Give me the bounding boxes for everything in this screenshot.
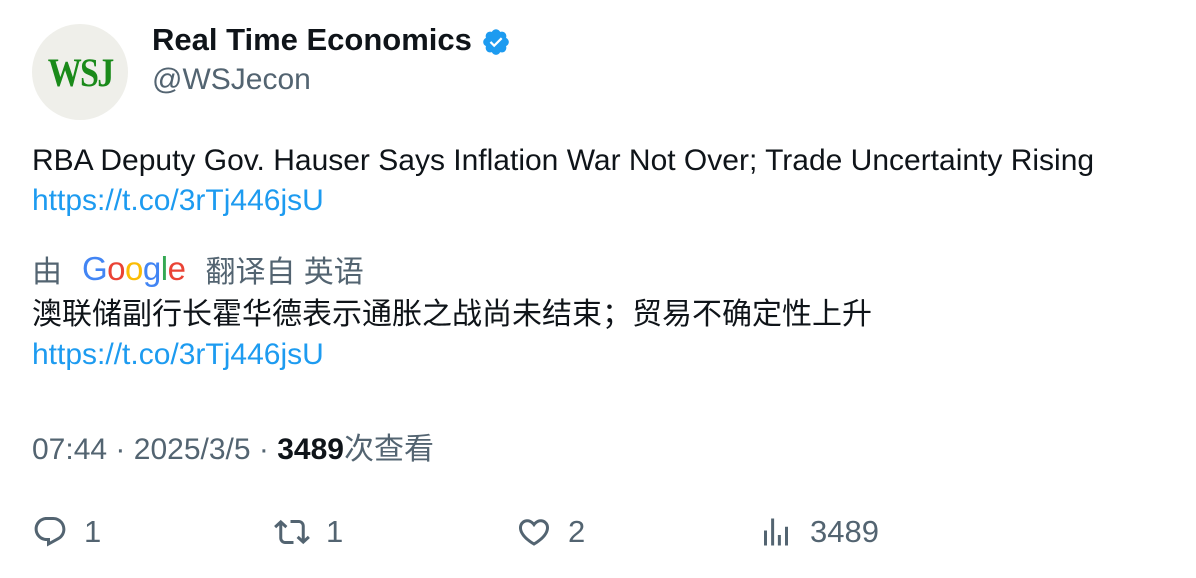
bar-chart-icon — [764, 518, 788, 546]
views-count: 3489 — [277, 433, 344, 466]
google-letter: l — [160, 250, 168, 287]
author-name[interactable]: Real Time Economics — [152, 22, 472, 57]
views-button[interactable]: 3489 — [758, 508, 879, 556]
avatar[interactable]: WSJ — [32, 24, 128, 120]
meta-separator: · — [258, 433, 269, 466]
google-letter: o — [107, 250, 126, 287]
tweet-link[interactable]: https://t.co/3rTj446jsU — [32, 184, 324, 217]
author-name-row[interactable]: Real Time Economics — [152, 22, 511, 58]
tweet-meta: 07:44 · 2025/3/5 · 3489次查看 — [32, 424, 434, 468]
translated-text-body: 澳联储副行长霍华德表示通胀之战尚未结束；贸易不确定性上升 — [32, 298, 872, 331]
translated-text: 澳联储副行长霍华德表示通胀之战尚未结束；贸易不确定性上升 https://t.c… — [32, 295, 1152, 375]
retweet-button[interactable]: 1 — [274, 508, 343, 556]
reply-icon — [34, 517, 66, 547]
meta-separator: · — [115, 433, 126, 466]
tweet-text-body: RBA Deputy Gov. Hauser Says Inflation Wa… — [32, 144, 1095, 177]
like-count: 2 — [568, 514, 586, 549]
google-letter: e — [167, 250, 186, 287]
heart-icon — [518, 519, 550, 546]
views-action-count: 3489 — [810, 514, 879, 549]
reply-count: 1 — [84, 514, 102, 549]
google-letter: G — [82, 250, 108, 287]
avatar-logo: WSJ — [47, 49, 115, 95]
reply-button[interactable]: 1 — [32, 508, 101, 556]
retweet-count: 1 — [326, 514, 344, 549]
tweet-time[interactable]: 07:44 — [32, 433, 108, 466]
translation-suffix: 翻译自 英语 — [205, 256, 364, 289]
translated-link[interactable]: https://t.co/3rTj446jsU — [32, 338, 324, 371]
verified-badge-icon — [483, 28, 509, 55]
tweet-date[interactable]: 2025/3/5 — [133, 433, 251, 466]
google-letter: o — [125, 250, 143, 287]
retweet-icon — [274, 519, 310, 545]
like-button[interactable]: 2 — [516, 508, 585, 556]
views-label: 次查看 — [343, 433, 434, 466]
translation-prefix: 由 — [32, 256, 62, 289]
action-bar: 1 1 2 3489 — [32, 508, 1132, 556]
author-handle[interactable]: @WSJecon — [152, 63, 311, 96]
tweet-text: RBA Deputy Gov. Hauser Says Inflation Wa… — [32, 141, 1152, 221]
google-letter: g — [142, 250, 161, 287]
